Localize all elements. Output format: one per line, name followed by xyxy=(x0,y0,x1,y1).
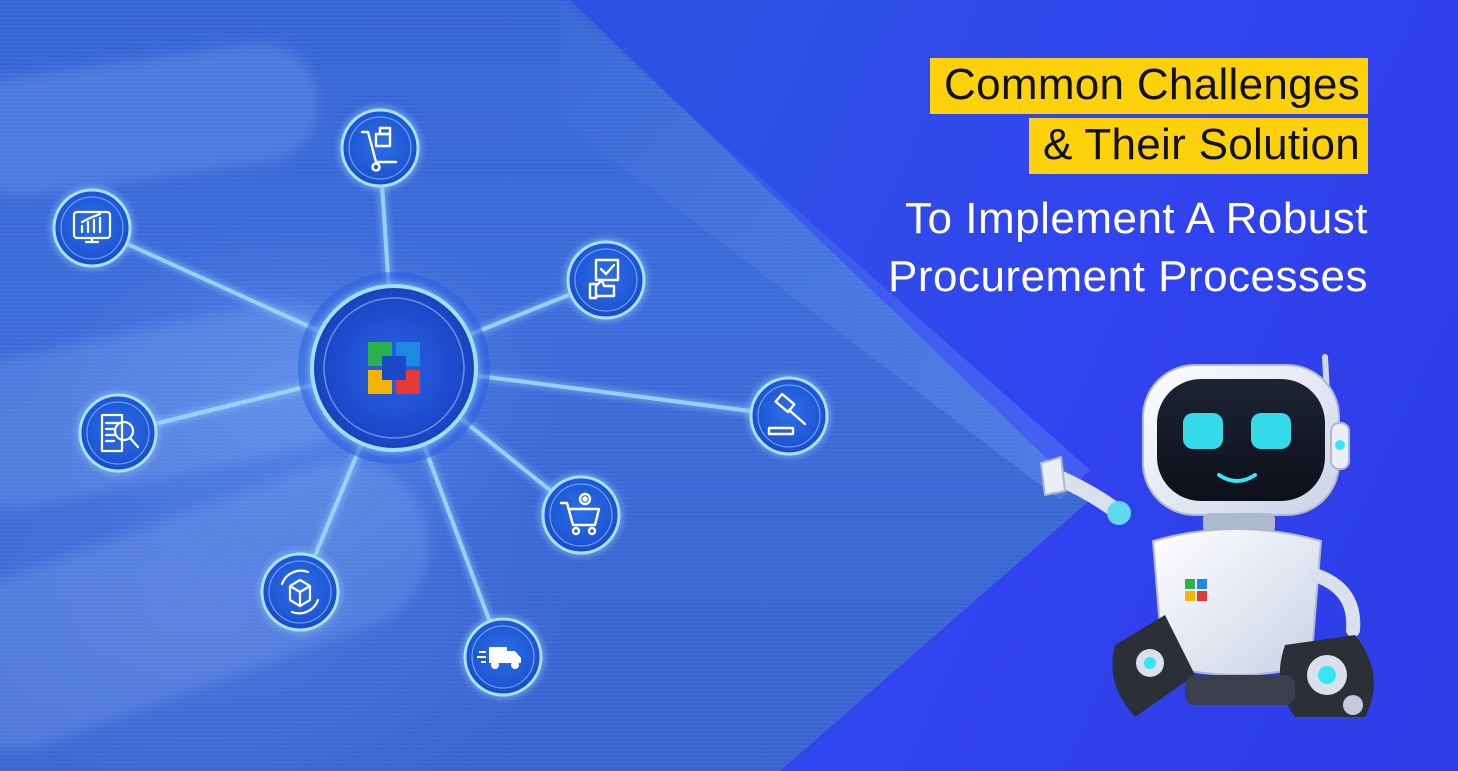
hub-node xyxy=(298,272,490,464)
delivery-truck-icon xyxy=(477,647,521,669)
robot-tread-right xyxy=(1279,635,1374,717)
robot-tread-left xyxy=(1112,615,1195,717)
robot-logo-icon xyxy=(1185,579,1207,601)
node-inventory-cycle xyxy=(260,552,340,632)
node-auction-gavel xyxy=(749,376,829,456)
robot-base xyxy=(1185,675,1295,705)
cart-gear-icon xyxy=(559,492,601,536)
node-hand-truck xyxy=(340,108,420,188)
node-delivery xyxy=(463,617,543,697)
gavel-icon xyxy=(767,392,807,436)
node-analytics xyxy=(52,188,132,268)
node-checklist-approval xyxy=(566,240,646,320)
robot-arm-left xyxy=(1039,455,1131,525)
node-document-review xyxy=(78,393,158,473)
monitor-chart-icon xyxy=(72,210,112,244)
brand-logo-icon xyxy=(368,342,420,394)
headline-line-1: Common Challenges xyxy=(930,58,1368,114)
subheadline-line-2: Procurement Processes xyxy=(887,252,1368,301)
title-block: Common Challenges & Their Solution To Im… xyxy=(888,58,1368,306)
headline-line-2: & Their Solution xyxy=(1028,118,1368,174)
box-cycle-icon xyxy=(280,569,320,615)
robot-mascot xyxy=(1039,354,1374,717)
robot-body xyxy=(1151,513,1361,676)
document-search-icon xyxy=(100,413,140,453)
node-cart-settings xyxy=(541,475,621,555)
hand-truck-icon xyxy=(360,126,398,172)
robot-head xyxy=(1142,364,1350,516)
subheadline-line-1: To Implement A Robust xyxy=(905,194,1368,243)
checklist-thumbs-up-icon xyxy=(588,258,620,300)
